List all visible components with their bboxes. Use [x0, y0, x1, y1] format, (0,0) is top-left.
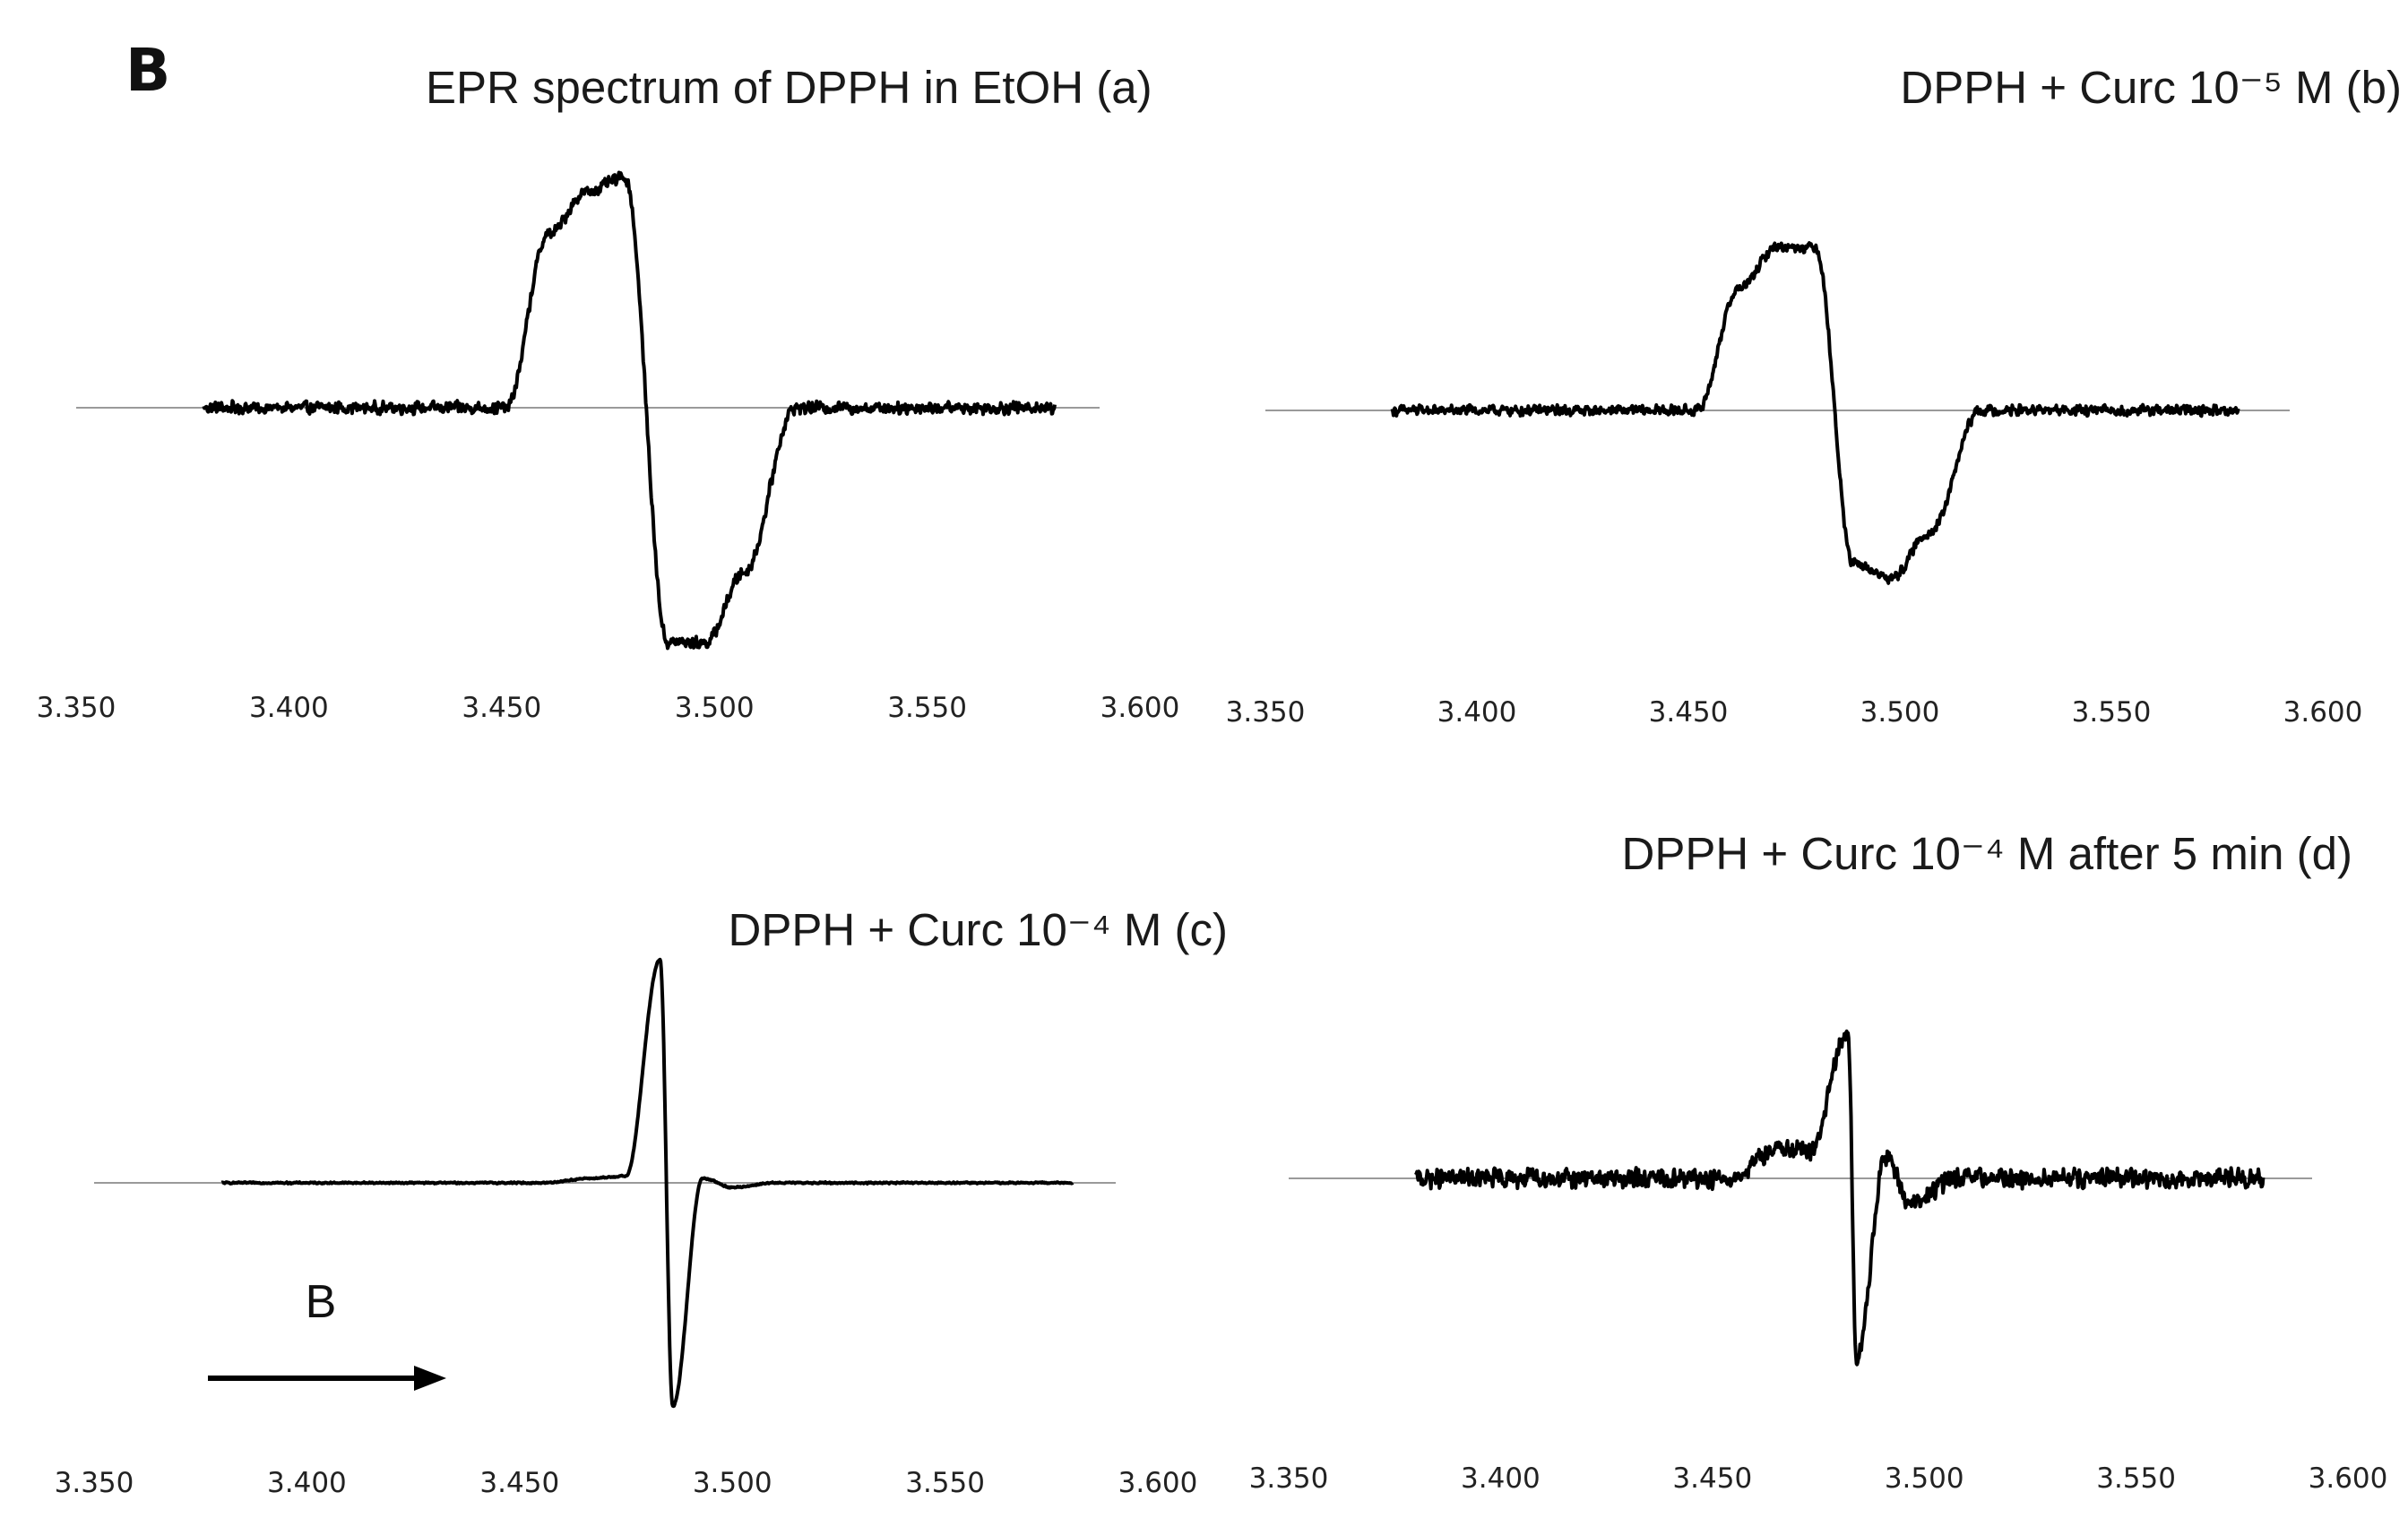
x-tick-label: 3.400	[267, 1467, 347, 1499]
x-tick-label: 3.450	[1649, 696, 1729, 729]
panel-letter: B	[125, 36, 171, 105]
panel-b-spectrum-line	[1390, 241, 2240, 585]
panel-a-title: EPR spectrum of DPPH in EtOH (a)	[426, 62, 1152, 113]
field-arrow-label: B	[306, 1276, 337, 1328]
x-tick-label: 3.500	[1885, 1462, 1964, 1495]
x-tick-label: 3.500	[693, 1467, 772, 1499]
x-tick-label: 3.550	[2072, 696, 2152, 729]
x-tick-label: 3.550	[887, 692, 967, 724]
panel-b-title: DPPH + Curc 10⁻⁵ M (b)	[1900, 62, 2402, 113]
panel-b-x-ticks: 3.350 3.400 3.450 3.500 3.550 3.600	[1226, 696, 2363, 729]
panel-a: EPR spectrum of DPPH in EtOH (a) 3.350 3.…	[37, 62, 1180, 724]
panel-b: DPPH + Curc 10⁻⁵ M (b) 3.350 3.400 3.450 3.…	[1226, 62, 2402, 729]
x-tick-label: 3.400	[1437, 696, 1517, 729]
field-arrow-icon	[208, 1366, 446, 1391]
x-tick-label: 3.550	[905, 1467, 985, 1499]
x-tick-label: 3.500	[675, 692, 755, 724]
x-tick-label: 3.600	[2309, 1462, 2388, 1495]
x-tick-label: 3.350	[1249, 1462, 1329, 1495]
panel-d-title: DPPH + Curc 10⁻⁴ M after 5 min (d)	[1622, 828, 2352, 879]
x-tick-label: 3.400	[249, 692, 329, 724]
panel-a-spectrum-line	[202, 170, 1057, 651]
x-tick-label: 3.450	[1672, 1462, 1752, 1495]
panel-d-spectrum-line	[1414, 1029, 2266, 1367]
panel-c-title: DPPH + Curc 10⁻⁴ M (c)	[728, 904, 1228, 955]
x-tick-label: 3.600	[1100, 692, 1180, 724]
x-tick-label: 3.350	[55, 1467, 134, 1499]
x-tick-label: 3.600	[2283, 696, 2363, 729]
x-tick-label: 3.450	[462, 692, 541, 724]
x-tick-label: 3.350	[37, 692, 117, 724]
panel-d: DPPH + Curc 10⁻⁴ M after 5 min (d) 3.350…	[1249, 828, 2388, 1495]
panel-c: DPPH + Curc 10⁻⁴ M (c) 3.350 3.400 3.450 3.…	[55, 904, 1228, 1499]
x-tick-label: 3.600	[1118, 1467, 1198, 1499]
x-tick-label: 3.350	[1226, 696, 1306, 729]
x-tick-label: 3.550	[2096, 1462, 2176, 1495]
panel-a-x-ticks: 3.350 3.400 3.450 3.500 3.550 3.600	[37, 692, 1180, 724]
x-tick-label: 3.400	[1461, 1462, 1541, 1495]
panel-c-x-ticks: 3.350 3.400 3.450 3.500 3.550 3.600	[55, 1467, 1198, 1499]
panel-d-x-ticks: 3.350 3.400 3.450 3.500 3.550 3.600	[1249, 1462, 2388, 1495]
x-tick-label: 3.500	[1860, 696, 1940, 729]
x-tick-label: 3.450	[479, 1467, 559, 1499]
panel-c-spectrum-line	[220, 957, 1075, 1409]
